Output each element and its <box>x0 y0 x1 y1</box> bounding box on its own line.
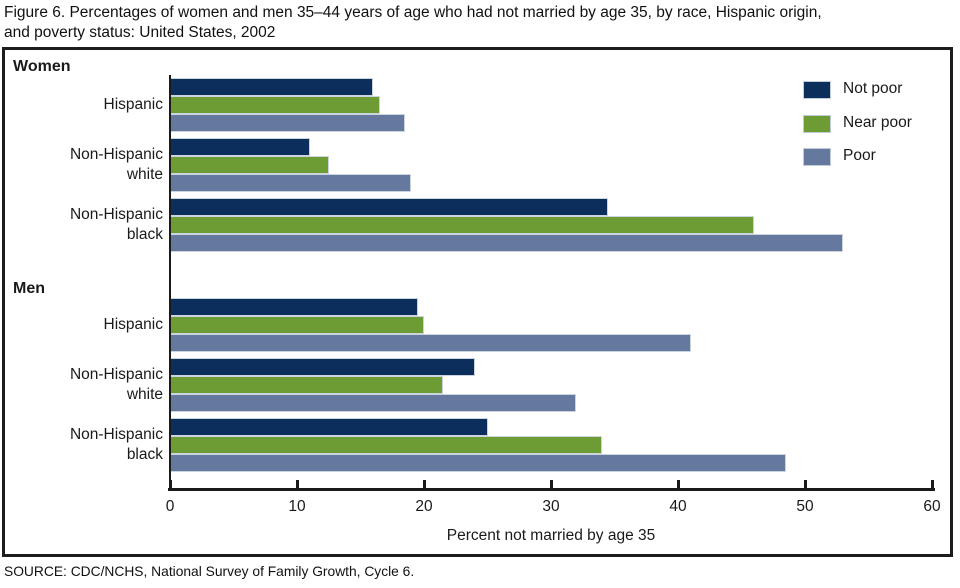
group-label-men-non-hispanic-white: Non-Hispanic white <box>69 366 163 403</box>
figure-title-line-1: Figure 6. Percentages of women and men 3… <box>4 4 822 21</box>
legend-swatch-poor <box>803 148 831 166</box>
group-label-women-hispanic: Hispanic <box>103 96 163 113</box>
bar-women-non-hispanic-black-poor <box>170 234 843 252</box>
bar-women-non-hispanic-white-poor <box>170 174 411 192</box>
source-note: SOURCE: CDC/NCHS, National Survey of Fam… <box>4 564 415 579</box>
figure-title-line-2: and poverty status: United States, 2002 <box>4 24 276 41</box>
x-tick-label-10: 10 <box>288 498 306 515</box>
x-tick-mark-0 <box>169 480 172 488</box>
group-label-men-non-hispanic-black: Non-Hispanic black <box>69 426 163 463</box>
x-tick-mark-10 <box>296 480 299 488</box>
x-tick-label-50: 50 <box>796 498 814 515</box>
bar-men-non-hispanic-white-not-poor <box>170 358 475 376</box>
x-tick-mark-40 <box>677 480 680 488</box>
bar-men-hispanic-not-poor <box>170 298 418 316</box>
legend-label-not-poor: Not poor <box>843 80 903 97</box>
bar-men-non-hispanic-black-near-poor <box>170 436 602 454</box>
bar-women-non-hispanic-white-not-poor <box>170 138 310 156</box>
x-tick-mark-30 <box>550 480 553 488</box>
x-tick-mark-20 <box>423 480 426 488</box>
group-label-men-hispanic: Hispanic <box>103 316 163 333</box>
bar-men-non-hispanic-black-not-poor <box>170 418 488 436</box>
legend-swatch-near-poor <box>803 115 831 133</box>
x-tick-mark-60 <box>931 480 934 488</box>
bar-women-hispanic-not-poor <box>170 78 373 96</box>
bar-women-hispanic-poor <box>170 114 405 132</box>
bar-men-hispanic-near-poor <box>170 316 424 334</box>
x-tick-label-40: 40 <box>669 498 687 515</box>
bar-men-non-hispanic-white-near-poor <box>170 376 443 394</box>
x-tick-label-30: 30 <box>542 498 560 515</box>
section-label-men: Men <box>13 280 45 297</box>
x-tick-label-0: 0 <box>165 498 175 515</box>
legend-label-poor: Poor <box>843 147 876 164</box>
bar-men-non-hispanic-black-poor <box>170 454 786 472</box>
section-label-women: Women <box>13 58 71 75</box>
legend-label-near-poor: Near poor <box>843 114 912 131</box>
bar-women-non-hispanic-black-near-poor <box>170 216 754 234</box>
x-tick-mark-50 <box>804 480 807 488</box>
group-label-women-non-hispanic-white: Non-Hispanic white <box>69 146 163 183</box>
group-label-women-non-hispanic-black: Non-Hispanic black <box>69 206 163 243</box>
bar-women-non-hispanic-white-near-poor <box>170 156 329 174</box>
legend-swatch-not-poor <box>803 81 831 99</box>
bar-men-hispanic-poor <box>170 334 691 352</box>
chart-frame <box>2 47 953 557</box>
y-axis-line <box>169 75 171 491</box>
x-axis-line <box>168 488 935 491</box>
x-axis-title: Percent not married by age 35 <box>446 527 656 544</box>
bar-women-non-hispanic-black-not-poor <box>170 198 608 216</box>
bar-men-non-hispanic-white-poor <box>170 394 576 412</box>
x-tick-label-20: 20 <box>415 498 433 515</box>
x-tick-label-60: 60 <box>923 498 941 515</box>
bar-women-hispanic-near-poor <box>170 96 380 114</box>
